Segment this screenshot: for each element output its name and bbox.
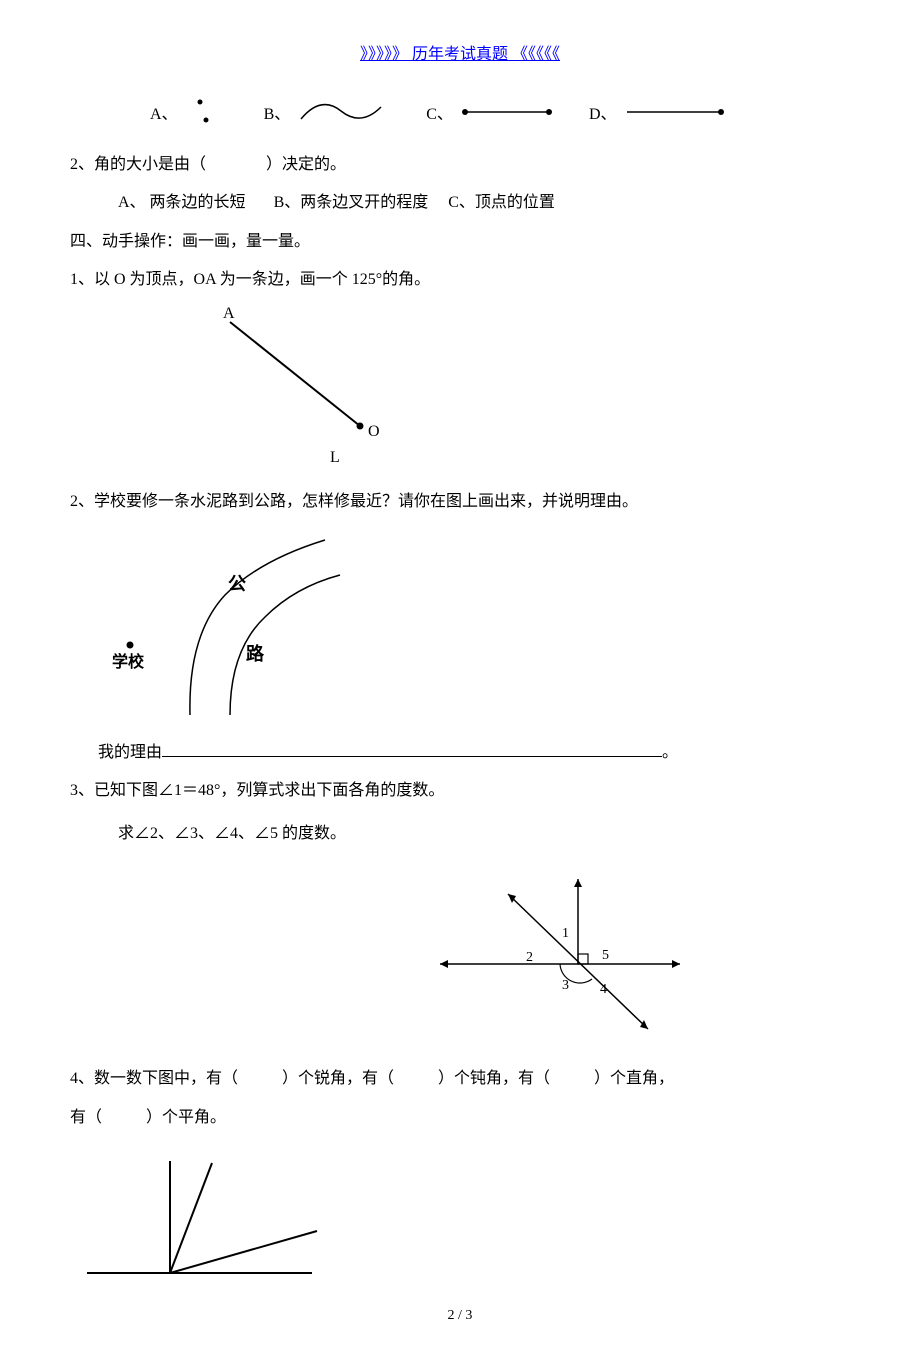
sec4-q4-figure	[82, 1153, 342, 1283]
reason-blank[interactable]	[162, 744, 662, 757]
sec4-q1-figure: A O L	[130, 304, 410, 474]
q2-options: A、 两条边的长短 B、两条边叉开的程度 C、顶点的位置	[118, 188, 850, 218]
opt-c-figure	[459, 102, 559, 122]
q4-p3: ）个钝角，有（	[438, 1070, 550, 1087]
header-link[interactable]: 》》》》》 历年考试真题 《《《《《	[360, 46, 560, 63]
opt-b-block: B、	[264, 97, 387, 127]
angle-2: 2	[526, 950, 533, 965]
q1-options-row: A、 B、 C、 D、	[150, 94, 850, 130]
reason-suffix: 。	[662, 744, 678, 761]
sec4-q2-figure: 学校 公 路	[80, 525, 360, 725]
q2-optC: C、顶点的位置	[448, 194, 555, 211]
label-O: O	[368, 423, 380, 440]
label-road1: 公	[228, 574, 246, 594]
sec4-q3-sub: 求∠2、∠3、∠4、∠5 的度数。	[118, 819, 850, 849]
sec4-q4-figure-box	[82, 1153, 850, 1288]
label-A: A	[223, 305, 235, 322]
reason-prefix: 我的理由	[98, 744, 162, 761]
opt-a-figure	[184, 94, 224, 130]
opt-d-block: D、	[589, 100, 733, 124]
opt-b-figure	[296, 97, 386, 127]
angle-5: 5	[602, 948, 609, 963]
opt-c-block: C、	[426, 100, 559, 124]
opt-c-label: C、	[426, 100, 453, 124]
angle-1: 1	[562, 926, 569, 941]
q2-optB: B、两条边叉开的程度	[274, 194, 429, 211]
q2-stem-b: ）决定的。	[266, 156, 346, 173]
q2-stem: 2、角的大小是由（ ）决定的。	[70, 150, 850, 180]
sec4-q3-text: 3、已知下图∠1＝48°，列算式求出下面各角的度数。	[70, 776, 850, 806]
q4-l2a: 有（	[70, 1109, 102, 1126]
sec4-q4-line2: 有（ ）个平角。	[70, 1103, 850, 1133]
opt-d-label: D、	[589, 100, 617, 124]
opt-d-figure	[623, 102, 733, 122]
label-L: L	[330, 449, 340, 466]
q2-stem-a: 2、角的大小是由（	[70, 156, 206, 173]
sec4-title: 四、动手操作：画一画，量一量。	[70, 227, 850, 257]
sec4-q1-figure-box: A O L	[130, 304, 850, 479]
sec4-q4-line1: 4、数一数下图中，有（ ）个锐角，有（ ）个钝角，有（ ）个直角，	[70, 1064, 850, 1094]
q4-p2: ）个锐角，有（	[282, 1070, 394, 1087]
label-road2: 路	[246, 643, 265, 664]
sec4-q2-text: 2、学校要修一条水泥路到公路，怎样修最近？请你在图上画出来，并说明理由。	[70, 487, 850, 517]
sec4-q2-reason-row: 我的理由 。	[98, 738, 850, 768]
sec4-q3-figure: 1 2 3 4 5	[430, 869, 690, 1039]
q4-p1: 4、数一数下图中，有（	[70, 1070, 238, 1087]
opt-a-label: A、	[150, 100, 178, 124]
angle-4: 4	[600, 982, 607, 997]
q4-l2b: ）个平角。	[146, 1109, 226, 1126]
label-school: 学校	[112, 652, 145, 671]
header-link-row: 》》》》》 历年考试真题 《《《《《	[70, 40, 850, 64]
sec4-q2-figure-box: 学校 公 路	[80, 525, 850, 730]
opt-b-label: B、	[264, 100, 291, 124]
sec4-q3-figure-box: 1 2 3 4 5	[430, 869, 850, 1044]
opt-a-block: A、	[150, 94, 224, 130]
sec4-q1-text: 1、以 O 为顶点，OA 为一条边，画一个 125°的角。	[70, 265, 850, 295]
angle-3: 3	[562, 978, 569, 993]
page-number: 2 / 3	[70, 1308, 850, 1324]
q2-optA: A、 两条边的长短	[118, 194, 246, 211]
q4-p4: ）个直角，	[594, 1070, 674, 1087]
